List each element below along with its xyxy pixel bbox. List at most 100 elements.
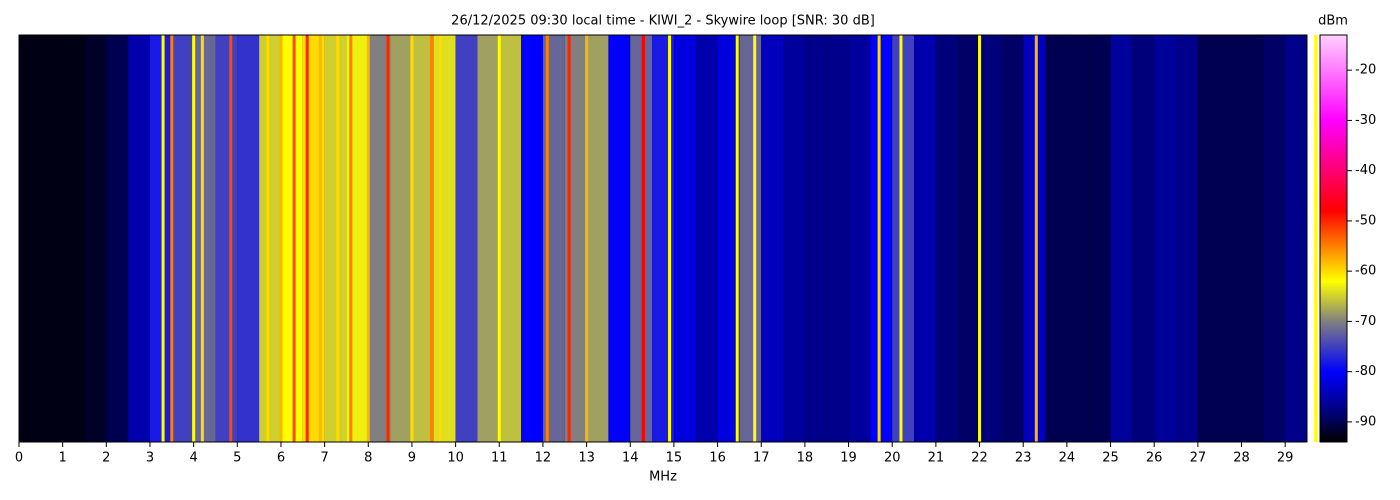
spectrum-band [106, 35, 129, 442]
spectrum-band [1197, 35, 1220, 442]
x-tick-label: 9 [408, 451, 416, 466]
spectrum-band [1285, 35, 1307, 442]
signal-line [668, 35, 672, 442]
signal-line [336, 35, 340, 442]
colorbar-tick-label: -80 [1355, 364, 1376, 379]
signal-line [899, 35, 903, 442]
spectrum-band [979, 35, 1002, 442]
spectrum-band [761, 35, 784, 442]
x-tick-label: 2 [102, 451, 110, 466]
signal-line [266, 35, 270, 442]
x-axis-label: MHz [649, 470, 677, 485]
colorbar-tick-label: -50 [1355, 213, 1376, 228]
colorbar-tick-label: -40 [1355, 163, 1376, 178]
colorbar [1319, 34, 1348, 443]
signal-line [229, 35, 233, 442]
spectrum-band [149, 35, 172, 442]
spectrum-band [1110, 35, 1133, 442]
spectrum-band [673, 35, 696, 442]
x-tick-label: 13 [578, 451, 595, 466]
x-tick-label: 0 [15, 451, 23, 466]
chart-title: 26/12/2025 09:30 local time - KIWI_2 - S… [451, 14, 875, 29]
spectrum-band [521, 35, 543, 442]
signal-line [279, 35, 283, 442]
spectrum-band [259, 35, 281, 442]
signal-line [349, 35, 353, 442]
x-tick-label: 29 [1277, 451, 1294, 466]
spectrum-band [499, 35, 522, 442]
spectrum-band [1219, 35, 1242, 442]
signal-line [877, 35, 881, 442]
colorbar-tick-label: -90 [1355, 414, 1376, 429]
spectrum-band [324, 35, 347, 442]
signal-line [170, 35, 174, 442]
signal-line [735, 35, 739, 442]
x-tick-label: 23 [1015, 451, 1032, 466]
signal-line [438, 35, 442, 442]
spectrum-band [433, 35, 456, 442]
signal-line [386, 35, 390, 442]
plot-frame [18, 34, 1308, 443]
spectrum-band [1023, 35, 1046, 442]
signal-line [753, 35, 757, 442]
spectrum-band [171, 35, 194, 442]
x-tick-label: 19 [840, 451, 857, 466]
spectrum-band [1176, 35, 1198, 442]
colorbar-tick-label: -60 [1355, 264, 1376, 279]
x-tick-label: 21 [928, 451, 945, 466]
x-tick-label: 10 [447, 451, 464, 466]
spectrum-band [848, 35, 871, 442]
spectrum-band [62, 35, 85, 442]
x-tick-label: 8 [364, 451, 372, 466]
colorbar-label: dBm [1318, 14, 1348, 29]
x-tick-label: 18 [797, 451, 814, 466]
spectrum-band [826, 35, 849, 442]
x-tick-label: 1 [59, 451, 67, 466]
spectrum-band [608, 35, 631, 442]
spectrum-band [84, 35, 107, 442]
signal-line [585, 35, 589, 442]
spectrum-band [739, 35, 762, 442]
x-tick-label: 20 [884, 451, 901, 466]
spectrum-band [237, 35, 260, 442]
signal-line [200, 35, 204, 442]
x-tick-label: 24 [1059, 451, 1076, 466]
spectrum-band [695, 35, 718, 442]
x-tick-label: 11 [491, 451, 508, 466]
x-tick-label: 26 [1146, 451, 1163, 466]
spectrum-band [1045, 35, 1067, 442]
x-tick-label: 4 [190, 451, 198, 466]
spectrum-band [630, 35, 653, 442]
spectrum-band [1263, 35, 1286, 442]
signal-line [292, 35, 296, 442]
spectrum-band [1132, 35, 1155, 442]
x-tick-label: 17 [753, 451, 770, 466]
spectrum-band [1154, 35, 1177, 442]
signal-line [1314, 35, 1318, 442]
signal-line [641, 35, 645, 442]
signal-line [1034, 35, 1038, 442]
spectrum-band [128, 35, 150, 442]
spectrum-band [193, 35, 216, 442]
spectrum-band [280, 35, 303, 442]
x-tick-label: 7 [320, 451, 328, 466]
x-tick-label: 22 [971, 451, 988, 466]
spectrum-band [368, 35, 391, 442]
spectrum-band [1241, 35, 1264, 442]
spectrum-band [914, 35, 936, 442]
x-tick-label: 16 [709, 451, 726, 466]
spectrum-band [1088, 35, 1111, 442]
colorbar-tick-label: -70 [1355, 314, 1376, 329]
x-tick-label: 12 [535, 451, 552, 466]
spectrum-band [477, 35, 500, 442]
colorbar-tick-label: -30 [1355, 113, 1376, 128]
x-tick-label: 3 [146, 451, 154, 466]
signal-line [978, 35, 982, 442]
x-tick-label: 27 [1190, 451, 1207, 466]
signal-line [545, 35, 549, 442]
spectrum-band [870, 35, 893, 442]
signal-line [305, 35, 309, 442]
signal-line [192, 35, 196, 442]
spectrum-band [1066, 35, 1089, 442]
